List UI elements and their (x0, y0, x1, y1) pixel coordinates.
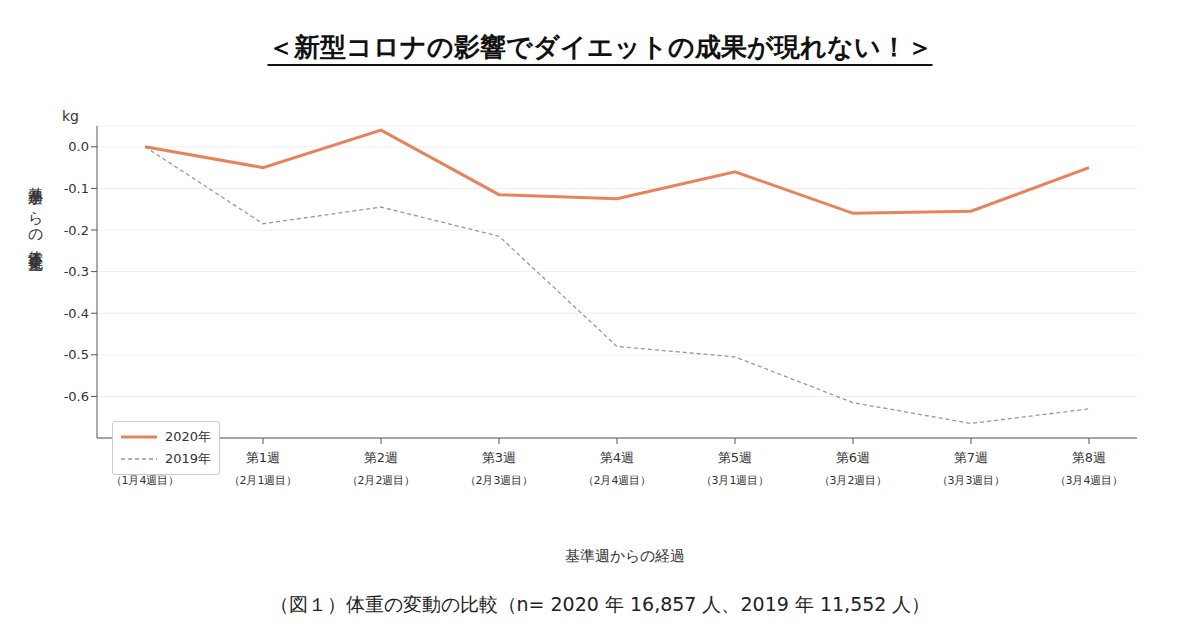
svg-text:第6週: 第6週 (836, 450, 870, 465)
svg-text:第5週: 第5週 (718, 450, 752, 465)
svg-text:基準週: 基準週 (126, 450, 165, 465)
svg-text:（3月2週目）: （3月2週目） (819, 474, 888, 487)
svg-text:（2月4週目）: （2月4週目） (583, 474, 652, 487)
svg-text:-0.4: -0.4 (64, 306, 89, 321)
html-text:（図１）体重の変動の比較（n= 2020 年 16,857: （図１）体重の変動の比較（n= 2020 年 16,857 人、2019 年 1… (269, 593, 931, 615)
svg-text:（2月1週目）: （2月1週目） (229, 474, 298, 487)
svg-text:第7週: 第7週 (954, 450, 988, 465)
svg-text:（1月4週目）: （1月4週目） (111, 474, 180, 487)
html-text:基準週からの経過: 基準週からの経過 (565, 547, 685, 565)
html-text:2019年: 2019年 (165, 451, 212, 466)
svg-text:-0.5: -0.5 (64, 347, 89, 362)
svg-text:（2月2週目）: （2月2週目） (347, 474, 416, 487)
svg-text:-0.1: -0.1 (64, 181, 89, 196)
svg-text:-0.3: -0.3 (64, 264, 89, 279)
html-text:kg: kg (62, 108, 79, 124)
svg-text:第1週: 第1週 (246, 450, 280, 465)
svg-text:0.0: 0.0 (68, 139, 89, 154)
svg-text:（3月4週目）: （3月4週目） (1055, 474, 1124, 487)
svg-text:（2月3週目）: （2月3週目） (465, 474, 534, 487)
svg-text:-0.6: -0.6 (64, 389, 89, 404)
svg-text:（3月1週目）: （3月1週目） (701, 474, 770, 487)
svg-text:第4週: 第4週 (600, 450, 634, 465)
svg-text:第2週: 第2週 (364, 450, 398, 465)
html-text:2020年: 2020年 (165, 429, 212, 444)
svg-text:（3月3週目）: （3月3週目） (937, 474, 1006, 487)
svg-text:-0.2: -0.2 (64, 223, 89, 238)
html-text:＜新型コロナの影響でダイエットの成果が現れない！＞: ＜新型コロナの影響でダイエットの成果が現れない！＞ (267, 32, 933, 62)
svg-text:第8週: 第8週 (1072, 450, 1106, 465)
html-text:基準週からの体重変化量: 基準週からの体重変化量 (27, 175, 45, 248)
svg-text:第3週: 第3週 (482, 450, 516, 465)
